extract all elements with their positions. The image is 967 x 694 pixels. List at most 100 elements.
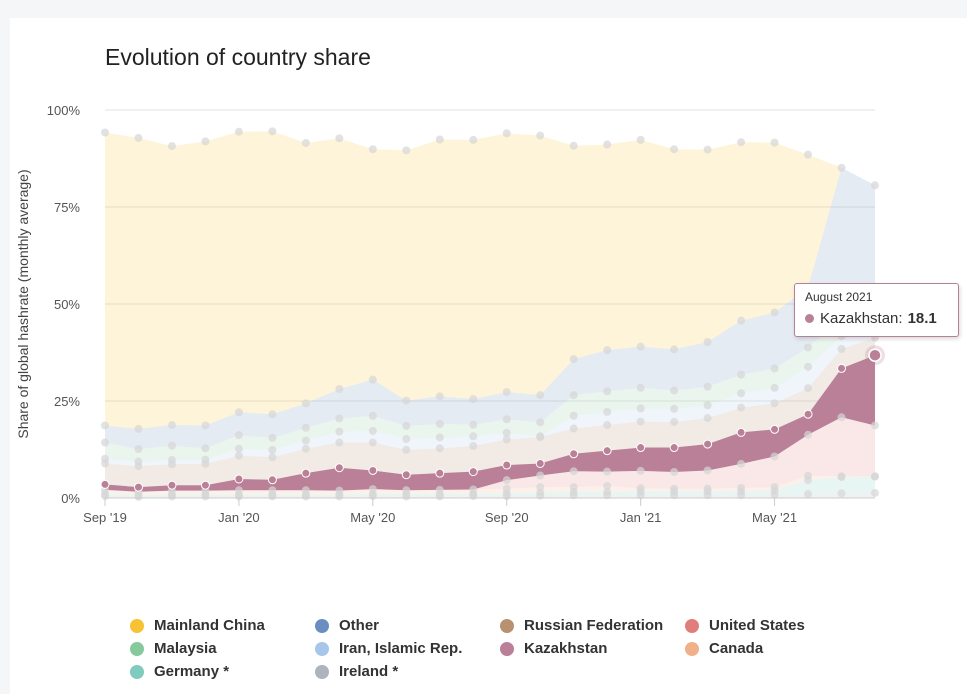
data-point [435, 419, 444, 428]
legend-item-germany[interactable]: Germany * [130, 662, 315, 681]
data-point [469, 442, 478, 451]
data-point [603, 487, 612, 496]
data-point [636, 383, 645, 392]
legend-item-other[interactable]: Other [315, 616, 500, 635]
data-point [268, 127, 277, 136]
tooltip-row: Kazakhstan: 18.1 [805, 310, 948, 327]
data-point [703, 466, 712, 475]
data-point [737, 483, 746, 492]
area-germany [105, 476, 875, 497]
legend-item-kazakhstan[interactable]: Kazakhstan [500, 639, 685, 658]
legend-marker [130, 664, 144, 679]
data-point [569, 467, 578, 476]
legend-item-canada[interactable]: Canada [685, 639, 870, 658]
data-point [837, 363, 847, 373]
data-point [670, 386, 679, 395]
data-point [435, 444, 444, 453]
data-point [301, 399, 310, 408]
data-point [737, 389, 746, 398]
data-point [167, 480, 177, 490]
data-point [536, 471, 545, 480]
legend-label: Malaysia [154, 640, 217, 657]
legend-marker [685, 641, 699, 656]
data-point [368, 465, 378, 475]
data-point [368, 485, 377, 494]
data-point [535, 458, 545, 468]
y-tick-label: 25% [54, 394, 80, 409]
data-point [636, 135, 645, 144]
data-point [402, 421, 411, 430]
legend-item-united-states[interactable]: United States [685, 616, 870, 635]
data-point [435, 135, 444, 144]
legend-item-malaysia[interactable]: Malaysia [130, 639, 315, 658]
area-other [105, 167, 875, 450]
data-point [134, 457, 143, 466]
y-axis-label: Share of global hashrate (monthly averag… [15, 169, 31, 438]
legend-item-russian-federation[interactable]: Russian Federation [500, 616, 685, 635]
data-point [703, 439, 713, 449]
tooltip-series-name: Kazakhstan [820, 310, 899, 327]
data-point [502, 428, 511, 437]
data-point [502, 415, 511, 424]
data-point [100, 479, 110, 489]
data-point [167, 441, 176, 450]
data-point [737, 370, 746, 379]
area-malaysia [105, 306, 875, 462]
data-point [469, 432, 478, 441]
data-point [268, 410, 277, 419]
data-point [703, 484, 712, 493]
highlighted-point [868, 348, 882, 362]
data-point [804, 150, 813, 159]
stacked-area-chart[interactable]: 0% 25% 50% 75% 100% Share of global hashrate … [10, 18, 967, 578]
legend-item-iran[interactable]: Iran, Islamic Rep. [315, 639, 500, 658]
data-point [101, 454, 109, 463]
data-point [837, 472, 846, 481]
data-point [536, 131, 545, 140]
legend-label: Ireland * [339, 663, 399, 680]
data-point [703, 338, 712, 347]
data-point [569, 411, 578, 420]
area-kazakhstan [105, 355, 875, 492]
data-point [402, 435, 411, 444]
x-tick-label: May '21 [752, 510, 797, 525]
data-point [770, 364, 779, 373]
data-point [101, 438, 109, 447]
data-point [301, 436, 310, 445]
tooltip-value: 18.1 [907, 310, 937, 327]
data-point [804, 471, 813, 480]
data-point [837, 489, 846, 498]
data-point [101, 128, 109, 137]
data-point [368, 411, 377, 420]
data-point [636, 443, 646, 453]
data-point [569, 141, 578, 150]
legend-marker [315, 618, 329, 633]
data-point [871, 488, 879, 497]
data-point [301, 468, 311, 478]
data-point [368, 145, 377, 154]
data-point [301, 138, 310, 147]
data-point [201, 444, 210, 453]
y-tick-label: 50% [54, 297, 80, 312]
data-point [602, 446, 612, 456]
data-point [268, 433, 277, 442]
data-point [770, 399, 779, 408]
data-point [502, 388, 511, 397]
data-point [670, 484, 679, 493]
area-canada [105, 475, 875, 496]
data-point [670, 404, 679, 413]
data-point [703, 401, 712, 410]
data-point [267, 475, 277, 485]
legend-marker [685, 618, 699, 633]
chart-card: Evolution of country share 0% 25% 50% 75% 10… [10, 18, 967, 694]
y-tick-label: 0% [61, 491, 80, 506]
legend-item-ireland[interactable]: Ireland * [315, 662, 500, 681]
data-point [770, 383, 779, 392]
legend-item-mainland-china[interactable]: Mainland China [130, 616, 315, 635]
data-point [401, 470, 411, 480]
data-point [167, 142, 176, 151]
data-point [335, 427, 344, 436]
data-point [435, 485, 444, 494]
data-point [335, 134, 344, 143]
data-point [837, 413, 846, 422]
x-tick-label: May '20 [350, 510, 395, 525]
